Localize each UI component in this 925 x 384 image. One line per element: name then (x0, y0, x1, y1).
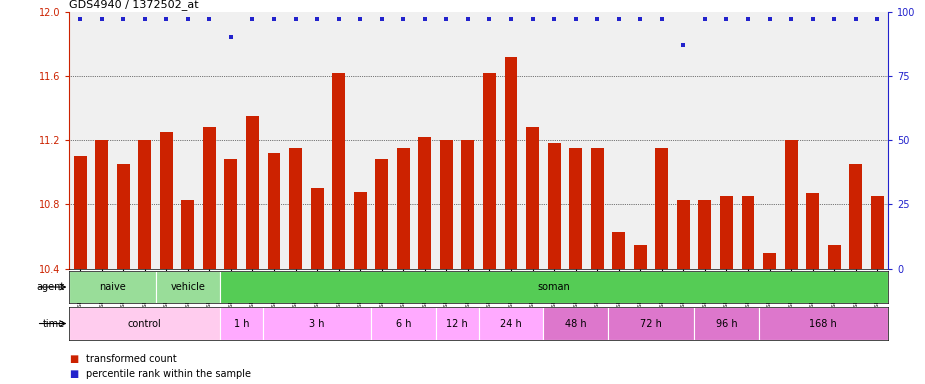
Bar (828, 245, 841, 269)
Text: 3 h: 3 h (309, 318, 325, 329)
Text: GDS4940 / 1372502_at: GDS4940 / 1372502_at (69, 0, 199, 10)
Bar (397, 148, 410, 269)
Bar (742, 197, 755, 269)
Bar (720, 197, 733, 269)
Bar (436, 307, 479, 340)
Bar (139, 140, 152, 269)
Text: time: time (43, 318, 65, 329)
Bar (526, 127, 539, 269)
Bar (612, 232, 625, 269)
Bar (634, 245, 647, 269)
Text: ■: ■ (69, 354, 79, 364)
Bar (694, 307, 758, 340)
Bar (698, 200, 711, 269)
Bar (311, 189, 324, 269)
Bar (155, 271, 220, 303)
Bar (74, 156, 87, 269)
Text: agent: agent (36, 282, 65, 292)
Bar (290, 148, 302, 269)
Bar (246, 116, 259, 269)
Text: ■: ■ (69, 369, 79, 379)
Bar (225, 159, 238, 269)
Bar (569, 148, 582, 269)
Bar (462, 140, 475, 269)
Bar (69, 307, 220, 340)
Text: 72 h: 72 h (640, 318, 662, 329)
Text: 96 h: 96 h (716, 318, 737, 329)
Bar (376, 159, 388, 269)
Text: percentile rank within the sample: percentile rank within the sample (86, 369, 251, 379)
Text: control: control (128, 318, 162, 329)
Bar (160, 132, 173, 269)
Bar (807, 193, 819, 269)
Bar (95, 140, 108, 269)
Bar (440, 140, 453, 269)
Text: naive: naive (99, 282, 126, 292)
Bar (870, 197, 883, 269)
Bar (267, 153, 280, 269)
Text: transformed count: transformed count (86, 354, 177, 364)
Text: 48 h: 48 h (565, 318, 586, 329)
Bar (203, 127, 216, 269)
Bar (264, 307, 371, 340)
Bar (371, 307, 436, 340)
Text: 12 h: 12 h (446, 318, 468, 329)
Text: 168 h: 168 h (809, 318, 837, 329)
Text: vehicle: vehicle (170, 282, 205, 292)
Bar (677, 200, 690, 269)
Bar (483, 73, 496, 269)
Bar (353, 192, 366, 269)
Bar (543, 307, 608, 340)
Bar (763, 253, 776, 269)
Text: 24 h: 24 h (500, 318, 522, 329)
Bar (591, 148, 604, 269)
Bar (117, 164, 130, 269)
Bar (69, 271, 155, 303)
Bar (504, 56, 517, 269)
Bar (849, 164, 862, 269)
Bar (418, 137, 431, 269)
Bar (181, 200, 194, 269)
Text: soman: soman (537, 282, 571, 292)
Bar (332, 73, 345, 269)
Bar (655, 148, 668, 269)
Bar (548, 143, 561, 269)
Text: 1 h: 1 h (234, 318, 250, 329)
Bar (220, 271, 888, 303)
Bar (784, 140, 797, 269)
Bar (479, 307, 543, 340)
Text: 6 h: 6 h (396, 318, 411, 329)
Bar (220, 307, 264, 340)
Bar (608, 307, 694, 340)
Bar (758, 307, 888, 340)
